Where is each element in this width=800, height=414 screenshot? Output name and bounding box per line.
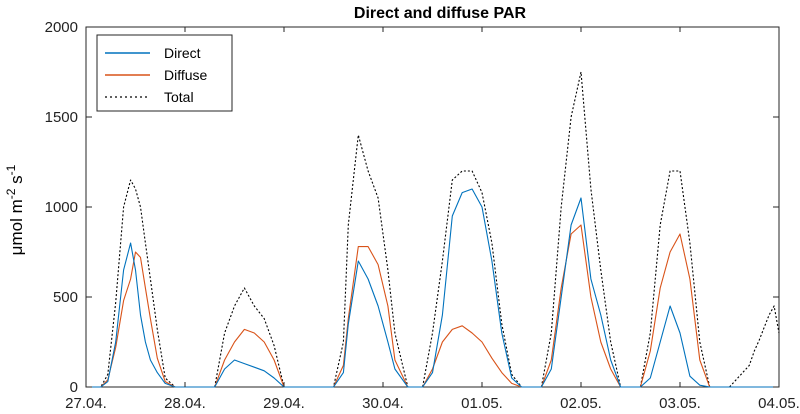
y-axis-label: μmol m-2 s-1	[4, 164, 26, 255]
series-line-total	[729, 305, 780, 388]
chart-title: Direct and diffuse PAR	[354, 5, 527, 22]
x-tick-label: 03.05.	[659, 395, 701, 412]
y-label-mu: μ	[7, 246, 26, 256]
x-tick-label: 29.04.	[263, 395, 305, 412]
x-tick-label: 02.05.	[560, 395, 602, 412]
legend-label-diffuse: Diffuse	[164, 67, 208, 83]
legend-box	[96, 34, 233, 112]
series-line-direct	[86, 188, 779, 388]
x-tick-label: 01.05.	[461, 395, 503, 412]
series-layer	[86, 71, 780, 388]
x-tick-label: 04.05.	[758, 395, 800, 412]
x-tick-label: 30.04.	[362, 395, 404, 412]
y-tick-label: 500	[53, 289, 78, 306]
y-tick-label: 2000	[45, 19, 78, 36]
y-label-exp2: -1	[4, 164, 18, 175]
x-tick-label: 28.04.	[164, 395, 206, 412]
x-axis-ticks: 27.04. 28.04. 29.04. 30.04. 01.05. 02.05. 03.0…	[65, 27, 800, 412]
y-label-base: mol m	[7, 199, 26, 245]
x-tick-label: 27.04.	[65, 395, 107, 412]
y-axis-ticks: 0 500 1000 1500 2000	[45, 19, 779, 396]
legend-label-direct: Direct	[164, 45, 201, 61]
y-label-s: s	[7, 175, 26, 188]
y-tick-label: 1500	[45, 109, 78, 126]
y-label-exp1: -2	[4, 188, 18, 199]
legend-label-total: Total	[164, 89, 194, 105]
legend: Direct Diffuse Total	[96, 34, 233, 112]
y-tick-label: 1000	[45, 199, 78, 216]
y-tick-label: 0	[70, 379, 78, 396]
svg-text:μmol m-2 s-1: μmol m-2 s-1	[4, 164, 26, 255]
